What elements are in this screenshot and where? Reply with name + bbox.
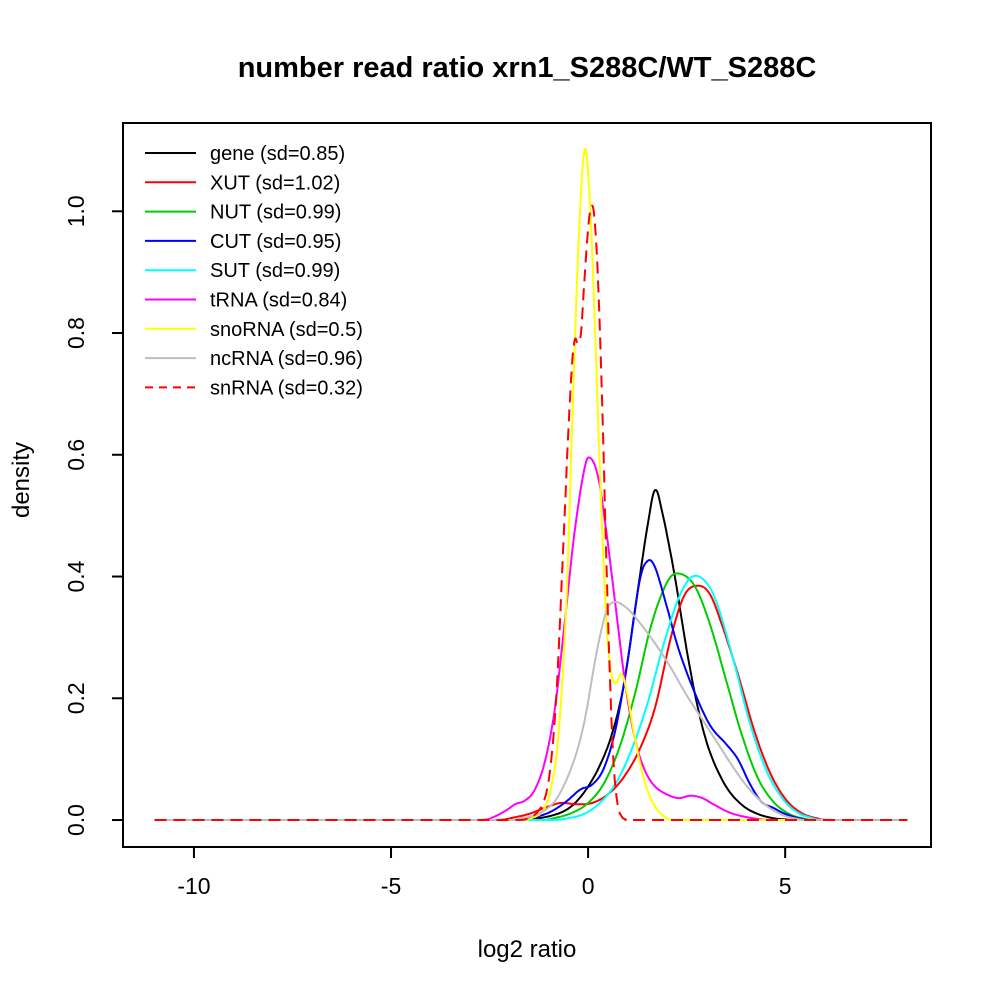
legend-label-snRNA: snRNA (sd=0.32): [210, 377, 363, 399]
legend-item-XUT: XUT (sd=1.02): [145, 172, 340, 194]
x-tick-label-0: 0: [582, 873, 595, 899]
curve-XUT: [154, 584, 908, 821]
x-tick-label-5: 5: [779, 873, 792, 899]
x-tick-label--10: -10: [177, 873, 210, 899]
y-axis-label: density: [8, 442, 35, 518]
legend-label-ncRNA: ncRNA (sd=0.96): [210, 348, 363, 370]
legend-item-CUT: CUT (sd=0.95): [145, 231, 341, 253]
y-tick-label-0.0: 0.0: [63, 804, 89, 836]
legend-item-ncRNA: ncRNA (sd=0.96): [145, 348, 363, 370]
y-tick-label-0.6: 0.6: [63, 439, 89, 471]
curve-tRNA: [154, 456, 908, 821]
legend-item-gene: gene (sd=0.85): [145, 143, 345, 165]
legend-item-snoRNA: snoRNA (sd=0.5): [145, 319, 363, 341]
x-tick-label--5: -5: [381, 873, 401, 899]
curve-ncRNA: [154, 600, 908, 821]
x-axis-label: log2 ratio: [478, 936, 577, 963]
curve-snRNA: [154, 204, 908, 821]
density-curves: [154, 147, 908, 821]
legend: gene (sd=0.85) XUT (sd=1.02) NUT (sd=0.99)…: [145, 143, 363, 399]
legend-label-XUT: XUT (sd=1.02): [210, 172, 340, 194]
legend-label-gene: gene (sd=0.85): [210, 143, 345, 165]
y-tick-label-1.0: 1.0: [63, 195, 89, 227]
y-tick-label-0.8: 0.8: [63, 317, 89, 349]
legend-item-snRNA: snRNA (sd=0.32): [145, 377, 363, 399]
legend-item-tRNA: tRNA (sd=0.84): [145, 290, 347, 312]
curve-SUT: [154, 574, 908, 821]
legend-label-CUT: CUT (sd=0.95): [210, 231, 341, 253]
y-tick-label-0.4: 0.4: [63, 560, 89, 592]
legend-label-SUT: SUT (sd=0.99): [210, 260, 340, 282]
curve-NUT: [154, 572, 908, 821]
plot-box: [122, 122, 932, 848]
legend-item-NUT: NUT (sd=0.99): [145, 202, 341, 224]
plot-title: number read ratio xrn1_S288C/WT_S288C: [238, 52, 817, 84]
legend-label-tRNA: tRNA (sd=0.84): [210, 290, 347, 312]
curve-gene: [154, 489, 908, 821]
axes: -10 -5 0 5 0.0 0.2 0.4 0.6 0.8 1.0: [63, 122, 932, 899]
legend-label-snoRNA: snoRNA (sd=0.5): [210, 319, 363, 341]
curve-CUT: [154, 559, 908, 821]
legend-item-SUT: SUT (sd=0.99): [145, 260, 340, 282]
y-tick-label-0.2: 0.2: [63, 682, 89, 714]
legend-label-NUT: NUT (sd=0.99): [210, 202, 341, 224]
